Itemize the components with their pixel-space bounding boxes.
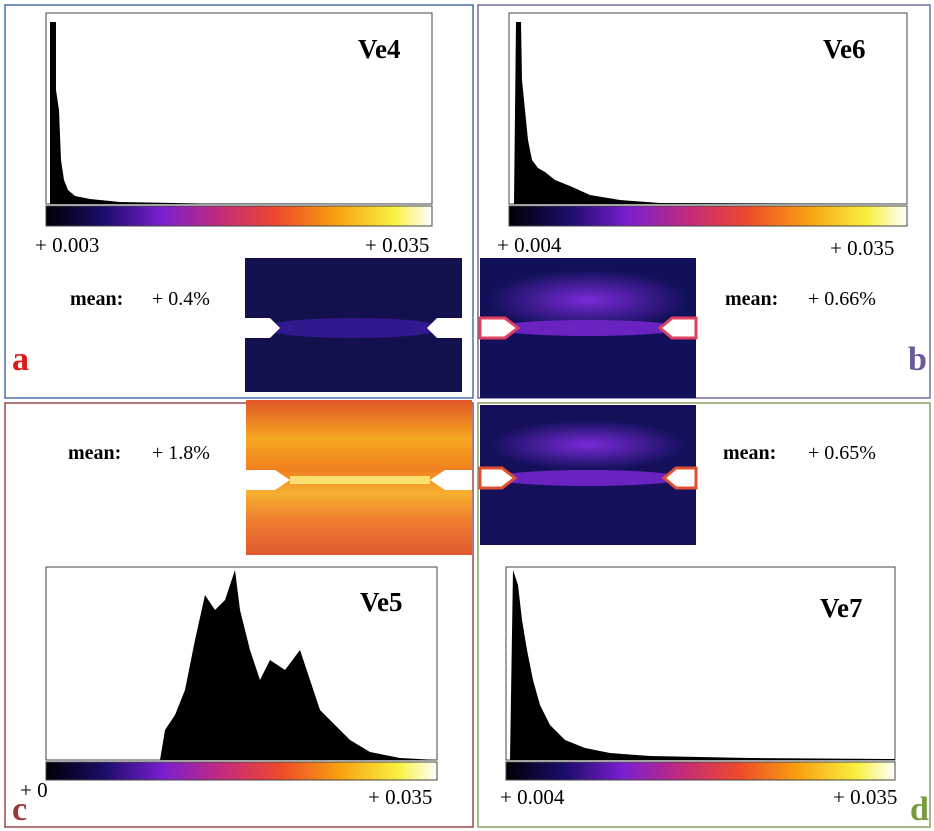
max-label: + 0.035 xyxy=(833,785,897,809)
histogram-frame xyxy=(505,566,896,761)
mean-value: + 1.8% xyxy=(152,442,210,464)
mean-value: + 0.4% xyxy=(152,288,210,310)
max-label: + 0.035 xyxy=(830,236,894,260)
min-label: + 0.004 xyxy=(500,785,565,809)
panel-border xyxy=(477,402,931,828)
mean-label: mean: xyxy=(723,442,776,464)
panel-border xyxy=(477,4,931,399)
colorbar xyxy=(505,761,896,781)
histogram xyxy=(46,570,437,760)
min-label: + 0 xyxy=(20,778,48,802)
panel-letter: a xyxy=(12,341,29,378)
panel-title: Ve4 xyxy=(358,34,401,64)
max-label: + 0.035 xyxy=(365,233,429,257)
mean-value: + 0.66% xyxy=(808,288,876,310)
colorbar xyxy=(45,205,433,227)
histogram-frame xyxy=(45,12,433,205)
panel-border xyxy=(4,402,474,828)
colorbar xyxy=(508,205,908,227)
mean-label: mean: xyxy=(725,288,778,310)
max-label: + 0.035 xyxy=(368,785,432,809)
panel-letter: d xyxy=(910,791,929,828)
panel-title: Ve5 xyxy=(360,587,403,617)
mean-label: mean: xyxy=(68,442,121,464)
histogram xyxy=(509,22,907,204)
panel-letter: b xyxy=(908,341,927,378)
mean-label: mean: xyxy=(70,288,123,310)
panel-border xyxy=(4,4,474,399)
strain-map xyxy=(246,400,472,555)
strain-map xyxy=(245,258,462,392)
strain-map xyxy=(478,405,698,545)
panel-letter: c xyxy=(12,791,27,828)
strain-map xyxy=(478,258,698,398)
min-label: + 0.004 xyxy=(497,233,562,257)
panel-title: Ve7 xyxy=(820,593,863,623)
panel-title: Ve6 xyxy=(823,34,866,64)
min-label: + 0.003 xyxy=(35,233,99,257)
mean-value: + 0.65% xyxy=(808,442,876,464)
histogram xyxy=(506,570,895,760)
colorbar xyxy=(45,761,438,781)
